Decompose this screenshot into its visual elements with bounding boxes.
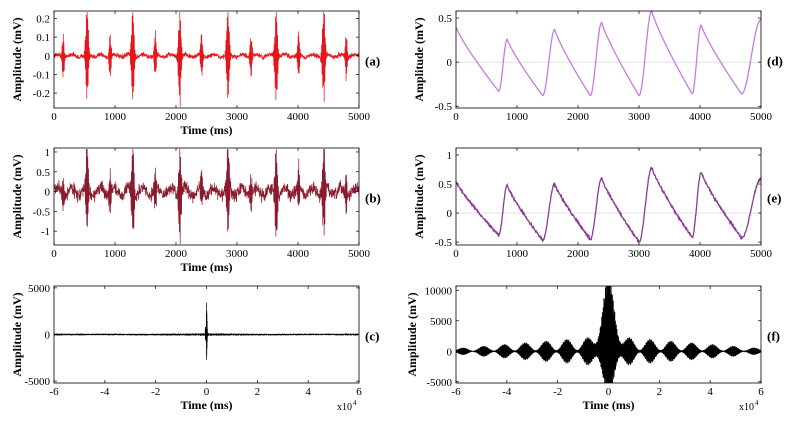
y-tick-label: 5000 <box>28 283 51 295</box>
x-tick-label: -6 <box>49 386 59 398</box>
y-tick-label: -5000 <box>24 376 50 388</box>
x-tick-label: 0 <box>51 248 57 260</box>
panel-tag: (e) <box>767 191 781 206</box>
y-tick-label: 10000 <box>425 285 453 297</box>
y-tick-label: -0.5 <box>435 101 453 113</box>
x-tick-label: -4 <box>100 386 110 398</box>
x-tick-label: -6 <box>451 386 461 398</box>
x-scale-exponent: 4 <box>353 399 357 407</box>
x-axis-label: Time (ms) <box>180 260 232 274</box>
x-tick-label: 0 <box>453 111 459 123</box>
x-axis-label: Time (ms) <box>582 398 634 412</box>
y-axis-label: Amplitude (mV) <box>10 292 24 376</box>
x-tick-label: 5000 <box>348 248 371 260</box>
y-tick-label: 0.5 <box>438 13 452 25</box>
x-tick-label: 4 <box>707 386 713 398</box>
x-tick-label: 0 <box>453 248 459 260</box>
x-scale-label: x10 <box>739 402 754 413</box>
y-tick-label: 0.5 <box>36 167 50 179</box>
y-tick-label: -0.1 <box>33 69 50 81</box>
x-scale-label: x10 <box>337 402 352 413</box>
x-tick-label: 0 <box>204 386 210 398</box>
y-tick-label: 5000 <box>430 316 453 328</box>
y-axis-label: Amplitude (mV) <box>10 154 24 238</box>
x-tick-label: 6 <box>758 386 764 398</box>
x-tick-label: 0 <box>606 386 612 398</box>
axes-frame <box>53 147 360 246</box>
x-tick-label: -4 <box>502 386 512 398</box>
x-tick-label: 3000 <box>226 111 249 123</box>
x-tick-label: 5000 <box>750 111 773 123</box>
x-tick-label: 4 <box>305 386 311 398</box>
x-tick-label: 2000 <box>567 248 590 260</box>
x-tick-label: 0 <box>51 111 57 123</box>
x-tick-label: 3000 <box>226 248 249 260</box>
panel-tag: (a) <box>365 54 380 69</box>
x-tick-label: 1000 <box>104 248 127 260</box>
y-tick-label: 0 <box>45 51 51 63</box>
x-tick-label: 5000 <box>348 111 371 123</box>
x-tick-label: -2 <box>151 386 160 398</box>
y-axis-label: Amplitude (mV) <box>412 17 426 101</box>
signal-line-d <box>456 11 761 97</box>
y-tick-label: 0 <box>447 208 453 220</box>
x-tick-label: 4000 <box>689 111 712 123</box>
axes-frame <box>53 10 360 109</box>
y-tick-label: 0 <box>45 330 51 342</box>
x-tick-label: 6 <box>356 386 362 398</box>
x-tick-label: 1000 <box>506 248 529 260</box>
axes-frame <box>455 10 762 109</box>
y-tick-label: -5000 <box>426 377 452 389</box>
x-tick-label: 2000 <box>165 111 188 123</box>
y-tick-label: -0.5 <box>435 237 453 249</box>
y-axis-label: Amplitude (mV) <box>10 17 24 101</box>
y-tick-label: -0.2 <box>33 88 50 100</box>
signal-line-e <box>456 166 761 244</box>
y-tick-label: 0 <box>447 346 453 358</box>
y-tick-label: 0 <box>447 57 453 69</box>
y-tick-label: -0.5 <box>33 206 51 218</box>
panel-tag: (b) <box>365 191 381 206</box>
signal-line-a <box>54 11 359 107</box>
x-tick-label: 1000 <box>104 111 127 123</box>
x-tick-label: 2000 <box>165 248 188 260</box>
x-tick-label: 3000 <box>628 248 651 260</box>
x-axis-label: Time (ms) <box>180 398 232 412</box>
x-tick-label: 2 <box>657 386 663 398</box>
panel-b: 0 1000 2000 3000 4000 5000 1 0.5 0 -0.5 -1 Time (ms… <box>10 147 381 274</box>
signal-line-c <box>54 302 359 360</box>
signal-line-f <box>456 286 761 383</box>
x-scale-exponent: 4 <box>755 399 759 407</box>
x-tick-label: 2 <box>255 386 261 398</box>
y-axis-label: Amplitude (mV) <box>405 292 419 376</box>
y-tick-label: -1 <box>41 226 50 238</box>
x-axis-label: Time (ms) <box>180 123 232 137</box>
x-tick-label: 5000 <box>750 248 773 260</box>
x-tick-label: -2 <box>553 386 562 398</box>
panel-e: 0 1000 2000 3000 4000 500010.50-0.5Amplitude … <box>412 147 781 260</box>
x-tick-label: 4000 <box>287 248 310 260</box>
y-tick-label: 0.1 <box>36 32 50 44</box>
x-tick-label: 4000 <box>689 248 712 260</box>
axes-frame <box>455 147 762 246</box>
y-axis-label: Amplitude (mV) <box>412 154 426 238</box>
y-tick-label: 0 <box>45 187 51 199</box>
x-tick-label: 2000 <box>567 111 590 123</box>
y-tick-label: 0.5 <box>438 179 452 191</box>
panel-tag: (c) <box>365 329 379 344</box>
x-tick-label: 4000 <box>287 111 310 123</box>
y-tick-label: 0.2 <box>36 13 50 25</box>
y-tick-label: 1 <box>45 147 51 159</box>
panel-tag: (f) <box>767 329 780 344</box>
x-tick-label: 3000 <box>628 111 651 123</box>
panel-a: 0 1000 2000 3000 4000 5000 0.2 0.1 0 -0.1 -0.2 Time… <box>10 10 380 137</box>
x-tick-label: 1000 <box>506 111 529 123</box>
signal-line-b <box>54 148 359 245</box>
y-tick-label: 1 <box>447 150 453 162</box>
panel-tag: (d) <box>767 54 783 69</box>
